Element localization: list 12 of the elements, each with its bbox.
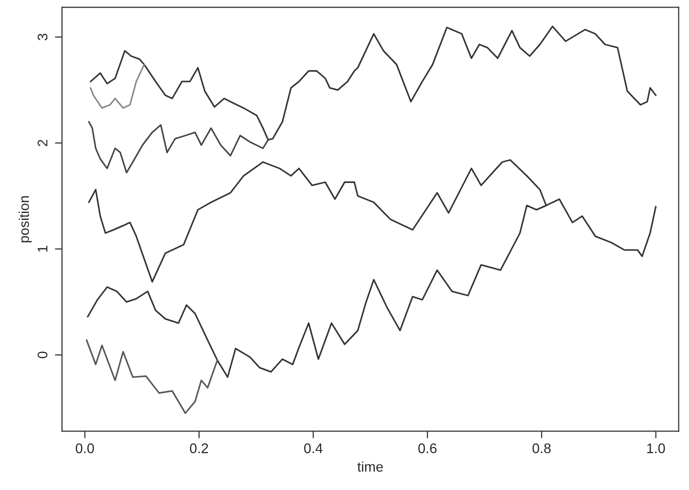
x-axis-title: time bbox=[357, 462, 383, 472]
x-tick-label: 0.8 bbox=[532, 443, 551, 454]
y-axis-title: position bbox=[18, 196, 32, 242]
x-tick-label: 0.6 bbox=[418, 443, 436, 454]
y-tick-label: 3 bbox=[38, 34, 48, 40]
x-tick-label: 0.2 bbox=[190, 443, 208, 454]
x-tick-label: 0.0 bbox=[76, 443, 94, 454]
y-tick-label: 2 bbox=[38, 140, 48, 146]
x-tick-label: 0.4 bbox=[304, 443, 322, 454]
y-tick-label: 0 bbox=[38, 352, 48, 358]
x-tick-label: 1.0 bbox=[647, 443, 665, 454]
y-tick-label: 1 bbox=[38, 246, 48, 252]
